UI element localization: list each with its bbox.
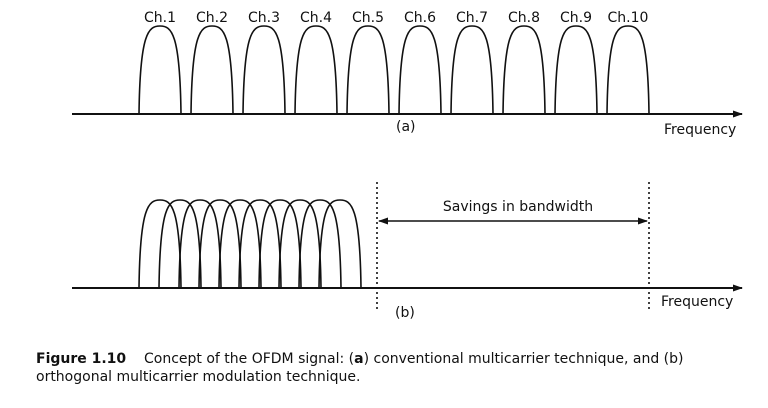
channel-spectrum	[346, 25, 390, 115]
channel-spectrum	[242, 25, 286, 115]
channel-label: Ch.9	[560, 10, 592, 26]
channel-spectrum	[606, 25, 650, 115]
channel-spectrum	[138, 25, 182, 115]
channel-spectrum	[554, 25, 598, 115]
ofdm-concept-diagram: Ch.1 Ch.2 Ch.3 Ch.4 Ch.5 Ch.6 Ch.7 Ch.8 Ch.9 Ch.1…	[72, 10, 743, 321]
figure-caption: Figure 1.10 Concept of the OFDM signal: …	[36, 350, 748, 386]
savings-in-bandwidth-label: Savings in bandwidth	[443, 199, 593, 215]
channel-spectrum	[450, 25, 494, 115]
channel-label: Ch.8	[508, 10, 540, 26]
channel-label: Ch.2	[196, 10, 228, 26]
channel-spectrum	[398, 25, 442, 115]
figure-number: Figure 1.10	[36, 351, 127, 367]
panel-b-overlapping-subcarriers	[138, 199, 362, 289]
channel-label: Ch.4	[300, 10, 332, 26]
panel-a-frequency-label: Frequency	[664, 122, 736, 138]
panel-a-channel-spectra	[138, 25, 650, 115]
subcarrier-spectrum	[258, 199, 302, 289]
subcarrier-spectrum	[178, 199, 222, 289]
channel-label: Ch.10	[608, 10, 649, 26]
subcarrier-spectrum	[198, 199, 242, 289]
channel-label: Ch.6	[404, 10, 436, 26]
channel-spectrum	[294, 25, 338, 115]
caption-text-1: Concept of the OFDM signal: (	[143, 351, 355, 367]
channel-label: Ch.3	[248, 10, 280, 26]
subcarrier-spectrum	[278, 199, 322, 289]
caption-text-2: ) conventional multicarrier technique, a…	[363, 351, 684, 367]
panel-a-conventional-multicarrier: Ch.1 Ch.2 Ch.3 Ch.4 Ch.5 Ch.6 Ch.7 Ch.8 Ch.9 Ch.1…	[72, 10, 743, 138]
channel-label: Ch.5	[352, 10, 384, 26]
caption-text-3: orthogonal multicarrier modulation techn…	[36, 369, 361, 385]
subcarrier-spectrum	[298, 199, 342, 289]
panel-b-orthogonal-multicarrier: Savings in bandwidth (b) Frequency	[72, 182, 743, 321]
subcarrier-spectrum	[158, 199, 202, 289]
channel-spectrum	[190, 25, 234, 115]
caption-tag-a: a	[354, 351, 364, 367]
panel-b-frequency-label: Frequency	[661, 294, 733, 310]
panel-a-channel-labels: Ch.1 Ch.2 Ch.3 Ch.4 Ch.5 Ch.6 Ch.7 Ch.8 Ch.9 Ch.1…	[144, 10, 648, 26]
subcarrier-spectrum	[238, 199, 282, 289]
panel-b-tag: (b)	[395, 305, 415, 321]
subcarrier-spectrum	[318, 199, 362, 289]
subcarrier-spectrum	[138, 199, 182, 289]
channel-label: Ch.7	[456, 10, 488, 26]
channel-label: Ch.1	[144, 10, 176, 26]
subcarrier-spectrum	[218, 199, 262, 289]
panel-a-tag: (a)	[396, 119, 416, 135]
channel-spectrum	[502, 25, 546, 115]
